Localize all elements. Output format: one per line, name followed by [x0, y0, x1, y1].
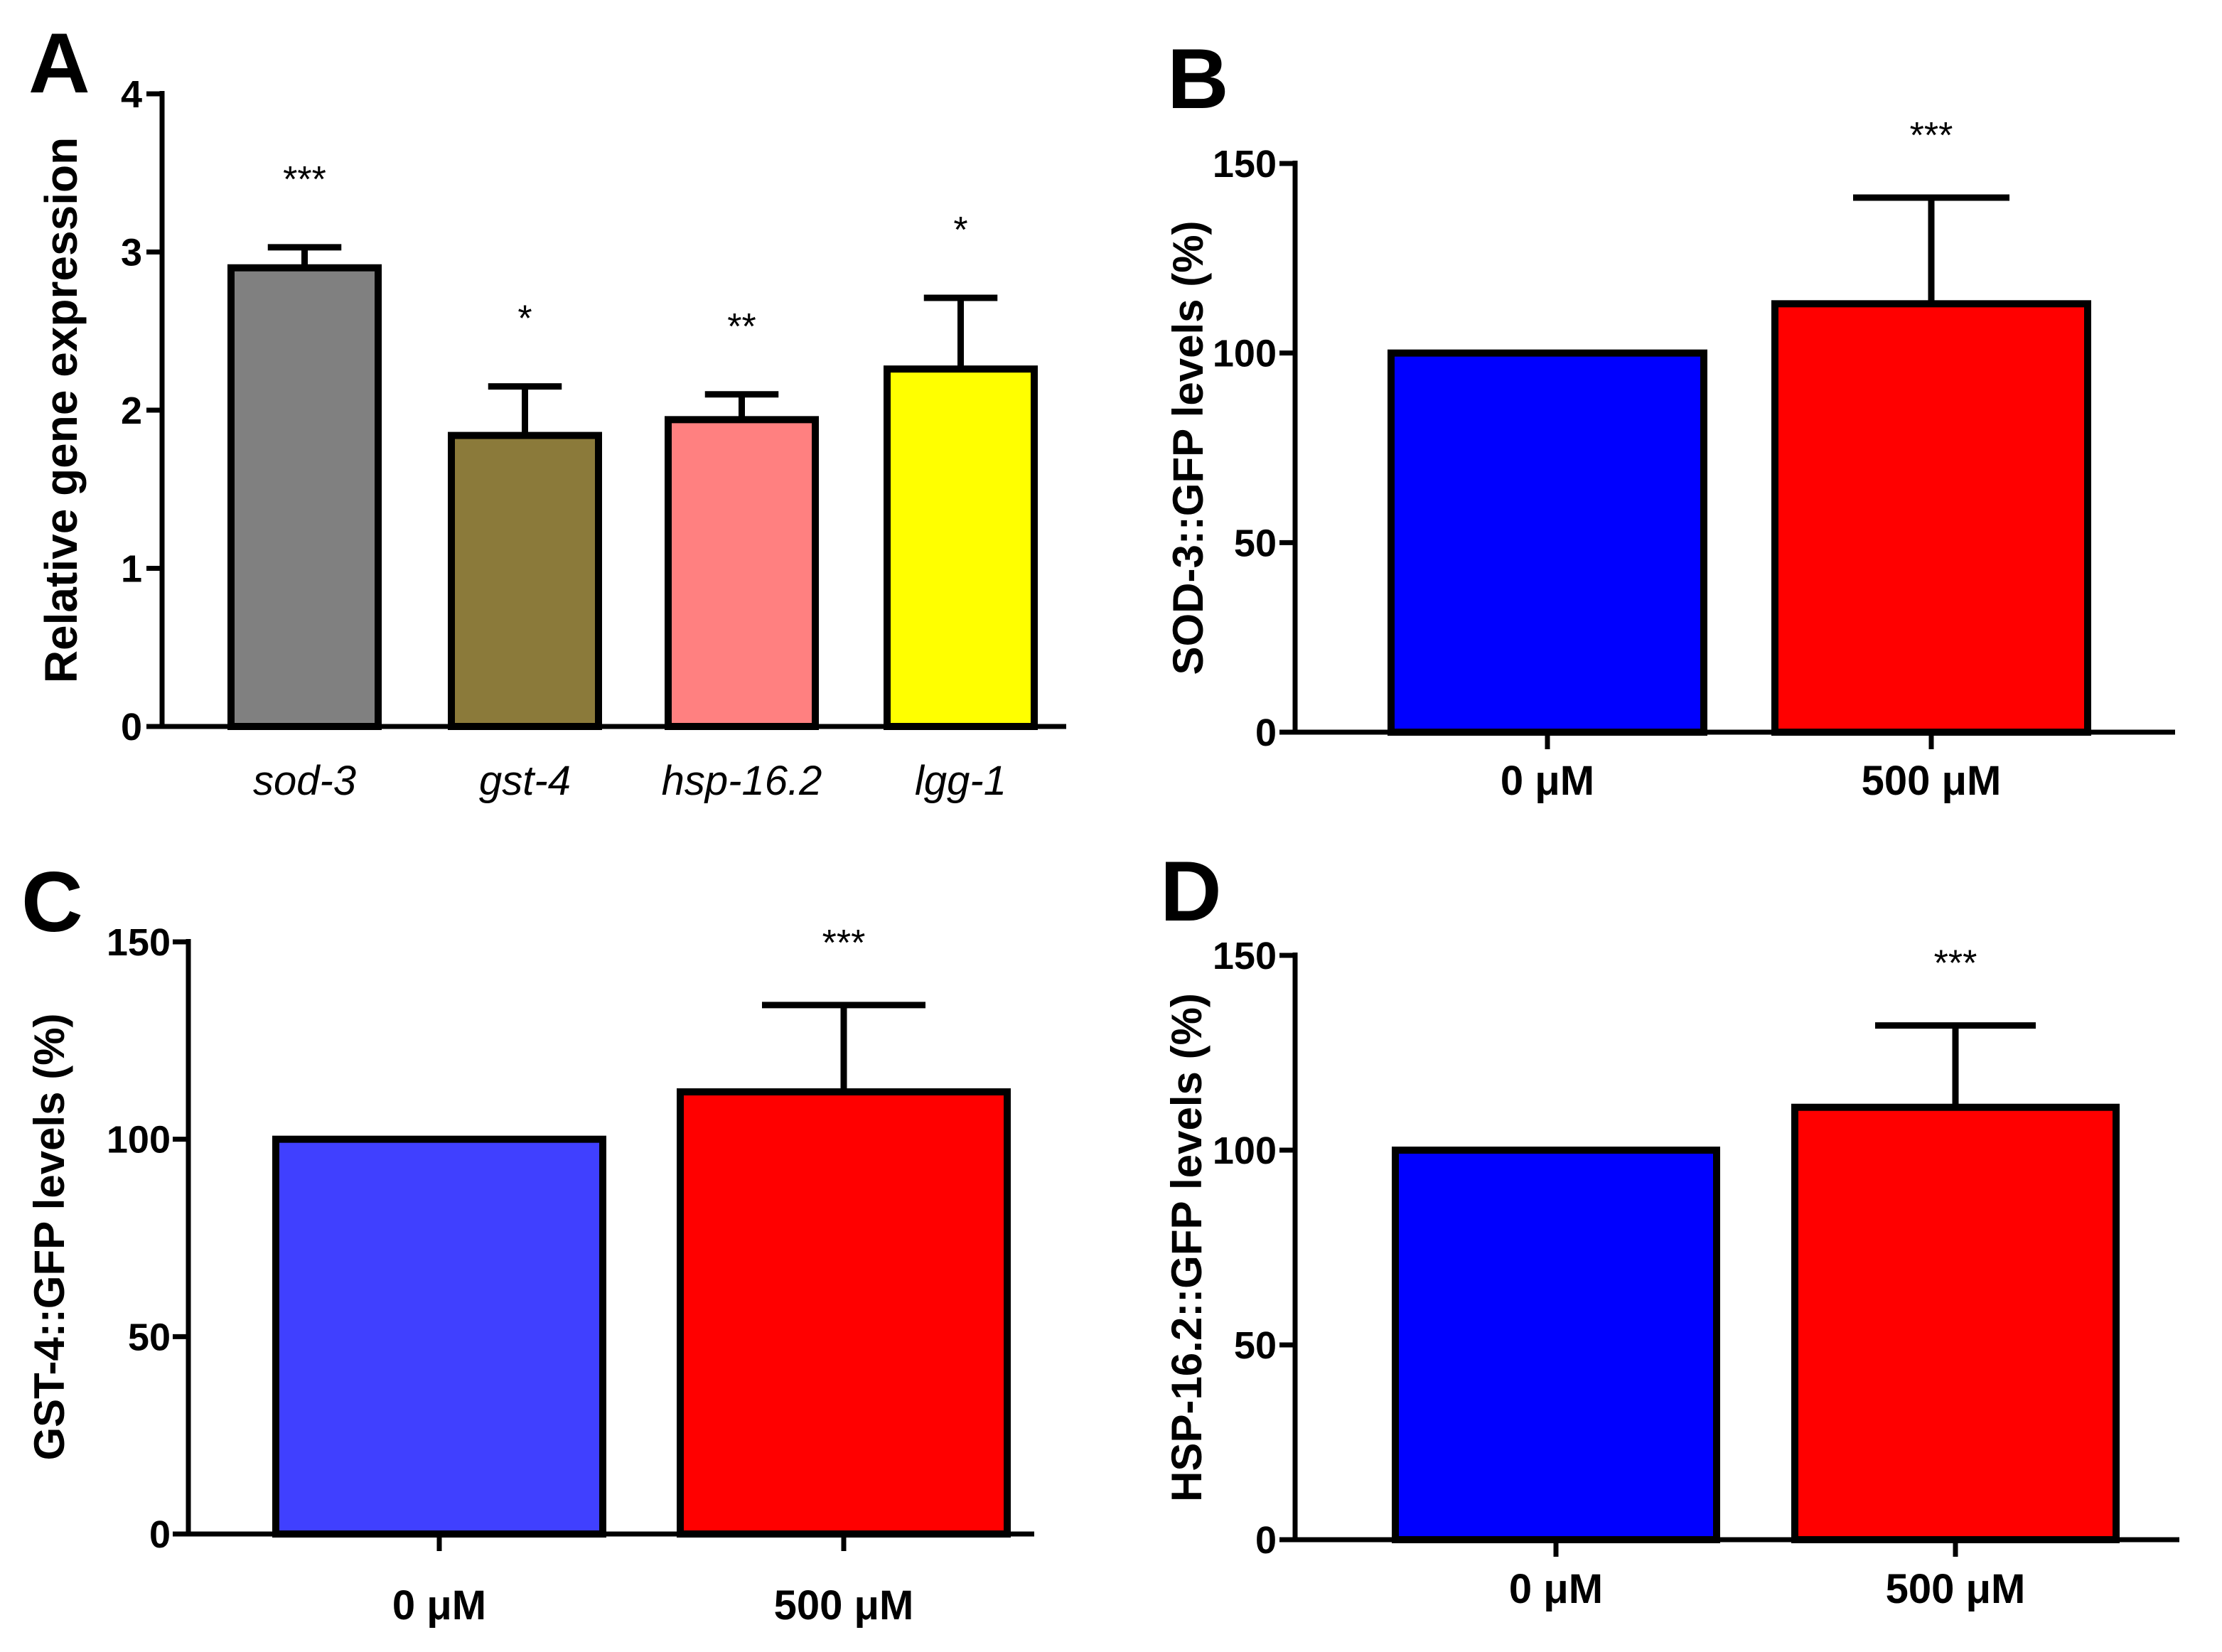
- bar: [272, 1135, 606, 1538]
- panel-label: D: [1160, 844, 1222, 939]
- y-axis-label: HSP-16.2::GFP levels (%): [1163, 993, 1211, 1502]
- x-tick-label: hsp-16.2: [662, 758, 822, 804]
- y-tick-label: 50: [1234, 1324, 1277, 1367]
- y-tick-label: 2: [121, 390, 142, 432]
- bar: [1388, 349, 1707, 736]
- y-tick-label: 100: [1213, 333, 1277, 375]
- x-tick-label: lgg-1: [915, 758, 1007, 804]
- bar: [677, 1088, 1011, 1538]
- panel-label: B: [1167, 31, 1229, 127]
- panel-label: A: [28, 16, 90, 111]
- x-tick-label: sod-3: [253, 758, 356, 804]
- bar: [448, 431, 602, 730]
- x-tick-label: 500 μM: [774, 1582, 914, 1629]
- bar: [1771, 300, 2091, 736]
- y-axis-label: GST-4::GFP levels (%): [26, 1013, 73, 1460]
- y-axis-label: SOD-3::GFP levels (%): [1164, 220, 1212, 675]
- y-tick-label: 0: [149, 1513, 171, 1556]
- bar: [227, 264, 382, 730]
- y-axis-label: Relative gene expression: [36, 137, 87, 683]
- significance-label: ***: [283, 159, 326, 200]
- y-tick-label: 100: [1213, 1130, 1277, 1172]
- significance-label: ***: [1910, 115, 1953, 156]
- x-tick-label: 0 μM: [1501, 758, 1594, 804]
- significance-label: *: [953, 210, 967, 251]
- x-tick-label: gst-4: [479, 758, 571, 804]
- y-tick-label: 0: [121, 706, 142, 749]
- x-tick-label: 500 μM: [1886, 1566, 2026, 1612]
- significance-label: ***: [1934, 943, 1977, 985]
- y-tick-label: 1: [121, 548, 142, 591]
- significance-label: *: [517, 299, 532, 340]
- y-tick-label: 50: [1234, 522, 1277, 564]
- bar: [884, 365, 1038, 731]
- bar: [1791, 1103, 2120, 1543]
- y-tick-label: 0: [1255, 1519, 1277, 1562]
- x-tick-label: 0 μM: [1509, 1566, 1603, 1612]
- y-tick-label: 0: [1255, 712, 1277, 754]
- significance-label: ***: [822, 923, 866, 964]
- panel-label: C: [21, 854, 83, 950]
- y-tick-label: 4: [121, 73, 142, 116]
- x-tick-label: 0 μM: [392, 1582, 486, 1629]
- y-tick-label: 100: [107, 1119, 171, 1162]
- y-tick-label: 3: [121, 232, 142, 274]
- bar: [1392, 1147, 1720, 1543]
- bar: [665, 416, 819, 730]
- y-tick-label: 150: [107, 921, 171, 964]
- y-tick-label: 150: [1213, 143, 1277, 186]
- x-tick-label: 500 μM: [1862, 758, 2002, 804]
- y-tick-label: 50: [128, 1316, 171, 1358]
- y-tick-label: 150: [1213, 935, 1277, 977]
- significance-label: **: [727, 306, 756, 348]
